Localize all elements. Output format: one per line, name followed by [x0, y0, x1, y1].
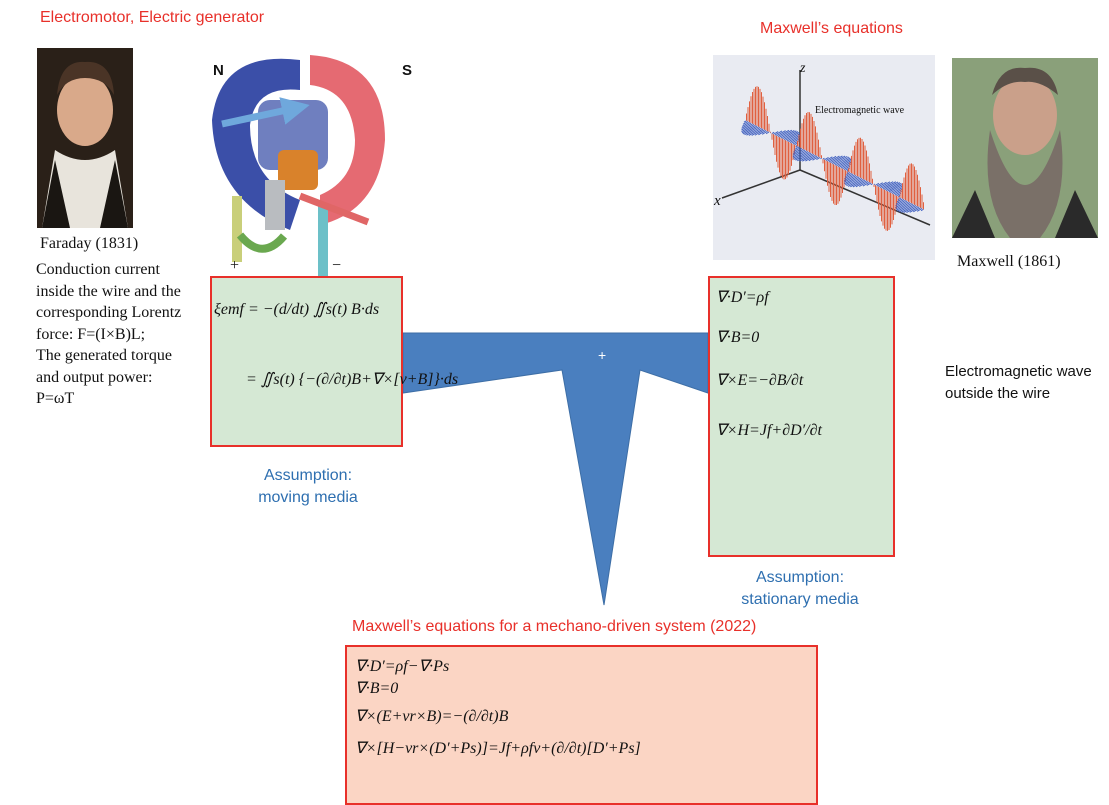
- left-title: Electromotor, Electric generator: [40, 10, 264, 26]
- equation: ∇·B=0: [716, 330, 759, 346]
- wave-b-line: [820, 158, 821, 159]
- faraday-description-line: force: F=(I×B)L;: [36, 327, 145, 343]
- faraday-description-line: Conduction current: [36, 262, 160, 278]
- z-axis-label: z: [800, 62, 805, 76]
- minus-label: −: [332, 258, 341, 274]
- equation: ξemf = −(d/dt) ∬s(t) B·ds: [214, 302, 379, 318]
- equation: ∇×(E+vr×B)=−(∂/∂t)B: [355, 709, 508, 725]
- bottom-title: Maxwell’s equations for a mechano-driven…: [352, 619, 756, 635]
- assumption: Assumption:: [730, 570, 870, 586]
- north-label: N: [213, 63, 224, 78]
- motor-illustration: [212, 55, 385, 278]
- wave-label: Electromagnetic wave: [815, 106, 904, 116]
- junction-symbol: +: [598, 348, 606, 362]
- assumption: Assumption:: [248, 468, 368, 484]
- maxwell-caption: Maxwell (1861): [957, 254, 1061, 270]
- faraday-caption: Faraday (1831): [40, 236, 138, 252]
- south-label: S: [402, 63, 412, 78]
- equation: ∇·B=0: [355, 681, 398, 697]
- faraday-description-line: and output power:: [36, 370, 152, 386]
- equation: ∇×[H−vr×(D′+Ps)]=Jf+ρfv+(∂/∂t)[D′+Ps]: [355, 741, 641, 757]
- wave-figure: [713, 55, 935, 260]
- maxwell-note-0: Electromagnetic wave: [945, 364, 1092, 379]
- faraday-portrait: [37, 48, 133, 228]
- faraday-description-line: inside the wire and the: [36, 284, 181, 300]
- x-axis-label: x: [714, 194, 721, 209]
- right-box: [708, 276, 895, 557]
- assumption: moving media: [248, 490, 368, 506]
- assumption: stationary media: [730, 592, 870, 608]
- equation: ∇×H=Jf+∂D′/∂t: [716, 423, 822, 439]
- maxwell-note-1: outside the wire: [945, 386, 1050, 401]
- right-title: Maxwell’s equations: [760, 21, 903, 37]
- plus-label: +: [230, 258, 239, 274]
- equation: ∇·D′=ρf−∇·Ps: [355, 659, 449, 675]
- equation: ∇·D′=ρf: [716, 290, 769, 306]
- maxwell-portrait: [952, 58, 1098, 238]
- equation: ∇×E=−∂B/∂t: [716, 373, 803, 389]
- faraday-description-line: The generated torque: [36, 348, 172, 364]
- wave-b-line: [847, 172, 848, 173]
- faraday-description-line: corresponding Lorentz: [36, 305, 181, 321]
- equation: = ∬s(t) {−(∂/∂t)B+∇×[v+B]}·ds: [246, 372, 458, 388]
- faraday-description-line: P=ωT: [36, 391, 74, 407]
